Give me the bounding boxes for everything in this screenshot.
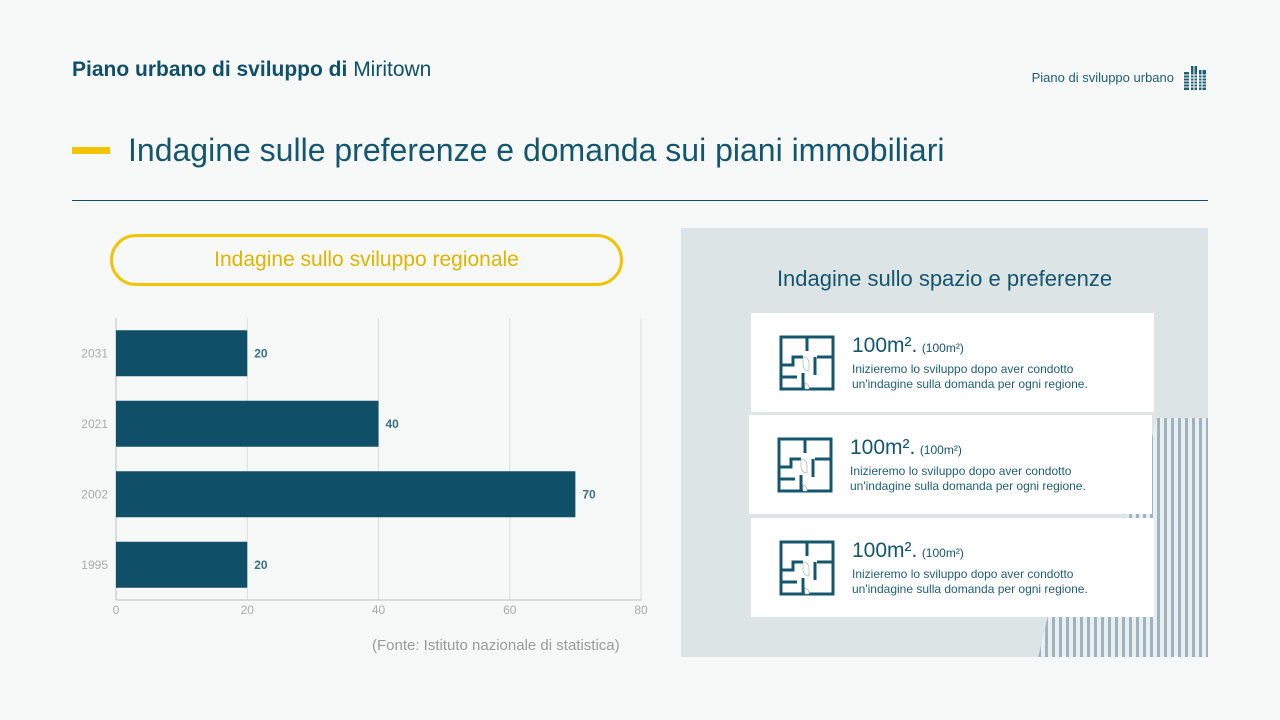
card-desc-line: un'indagine sulla domanda per ogni regio… <box>852 376 1088 391</box>
preference-card: 100m². (100m²) Inizieremo lo sviluppo dop… <box>751 518 1154 617</box>
card-desc-line: un'indagine sulla domanda per ogni regio… <box>852 581 1088 596</box>
preference-card: 100m². (100m²) Inizieremo lo sviluppo dop… <box>749 415 1152 514</box>
x-tick-label: 40 <box>372 603 386 617</box>
floor-plan-icon <box>777 437 833 492</box>
document-title: Piano urbano di sviluppo di Miritown <box>72 58 432 81</box>
x-tick-label: 20 <box>241 603 255 617</box>
divider <box>72 200 1208 201</box>
card-unit: (100m²) <box>921 545 964 560</box>
bar-chart: 0 20 40 60 80 2031 20 2021 40 2002 70 1995 20 <box>81 318 648 617</box>
panel-title: Indagine sullo spazio e preferenze <box>776 266 1113 291</box>
data-label: 20 <box>254 346 268 360</box>
card-desc-line: un'indagine sulla domanda per ogni regio… <box>850 478 1086 493</box>
accent-bar <box>72 147 110 154</box>
card-value: 100m². <box>852 538 918 562</box>
brand-label: Piano di sviluppo urbano <box>1031 69 1174 85</box>
floor-plan-icon <box>779 335 835 390</box>
card-unit: (100m²) <box>919 442 962 457</box>
y-tick-label: 2021 <box>81 417 108 431</box>
section-pill: Indagine sullo sviluppo regionale <box>110 234 623 286</box>
x-tick-label: 60 <box>503 603 517 617</box>
y-tick-label: 2031 <box>81 346 108 360</box>
data-label: 70 <box>582 487 596 501</box>
data-label: 40 <box>386 417 400 431</box>
x-tick-label: 0 <box>113 603 120 617</box>
x-tick-label: 80 <box>634 603 648 617</box>
bar <box>116 400 379 447</box>
card-desc-line: Inizieremo lo sviluppo dopo aver condott… <box>850 463 1072 478</box>
brand: Piano di sviluppo urbano <box>1032 64 1208 90</box>
data-label: 20 <box>254 558 268 572</box>
card-value: 100m². <box>850 435 916 459</box>
building-icon <box>1182 64 1208 90</box>
source-note: (Fonte: Istituto nazionale di statistica… <box>372 637 620 654</box>
card-unit: (100m²) <box>921 340 964 355</box>
preference-card: 100m². (100m²) Inizieremo lo sviluppo dop… <box>751 313 1154 412</box>
y-tick-label: 1995 <box>81 558 108 572</box>
y-tick-label: 2002 <box>81 487 108 501</box>
card-desc-line: Inizieremo lo sviluppo dopo aver condott… <box>852 566 1074 581</box>
floor-plan-icon <box>779 540 835 595</box>
card-desc-line: Inizieremo lo sviluppo dopo aver condott… <box>852 361 1074 376</box>
preferences-panel: Indagine sullo spazio e preferenze 100m²… <box>681 228 1208 657</box>
bar <box>116 541 248 588</box>
card-value: 100m². <box>852 333 918 357</box>
bar <box>116 471 576 518</box>
bar <box>116 330 248 377</box>
page-heading: Indagine sulle preferenze e domanda sui … <box>128 132 945 168</box>
city-name: Miritown <box>353 58 432 81</box>
